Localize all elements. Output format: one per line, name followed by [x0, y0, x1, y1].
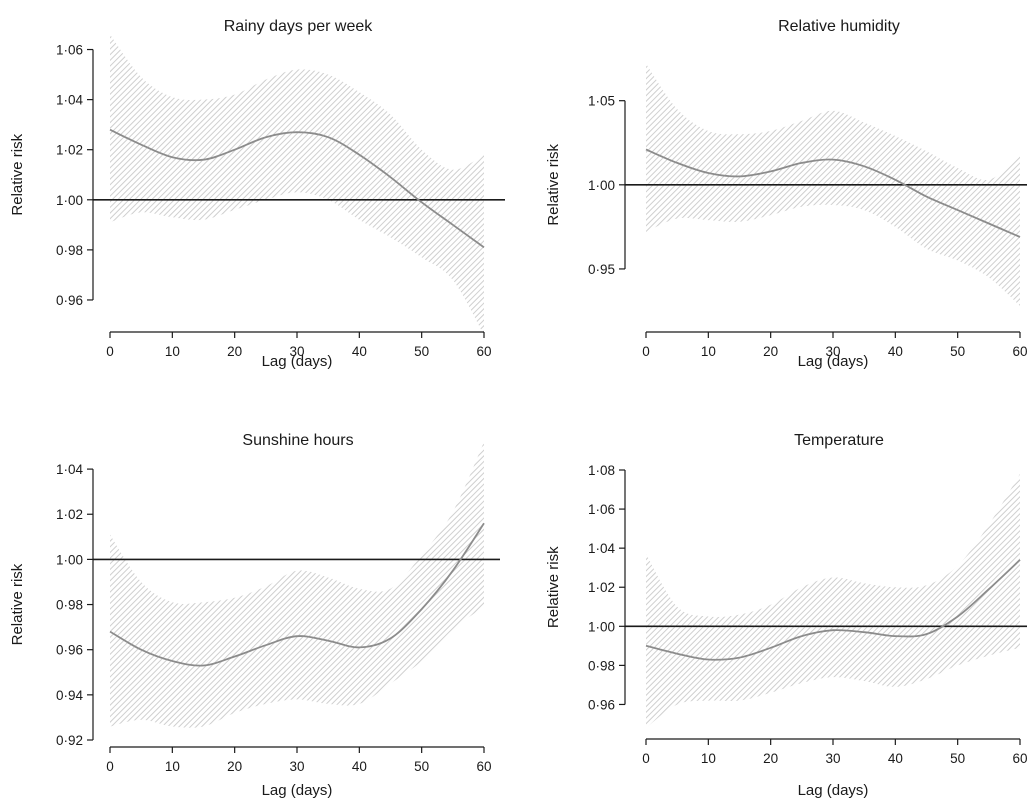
x-tick-label: 30	[825, 751, 840, 766]
x-tick-label: 0	[106, 759, 114, 774]
x-tick-label: 40	[888, 751, 903, 766]
y-tick-label: 1·02	[56, 143, 83, 158]
x-tick-label: 0	[106, 344, 114, 359]
y-tick-label: 0·98	[588, 658, 615, 673]
y-tick-label: 1·04	[56, 462, 84, 477]
x-tick-label: 30	[289, 759, 304, 774]
y-tick-label: 1·04	[56, 93, 84, 108]
x-axis-label: Lag (days)	[798, 782, 869, 799]
y-axis-label: Relative risk	[9, 563, 26, 645]
panel-rainy-days: 0·96 0·98 1·00 1·02 1·04 1·06 0 10 20 30 40 50 60 Rai…	[9, 18, 505, 370]
confidence-band	[110, 442, 484, 728]
x-tick-label: 20	[763, 751, 778, 766]
confidence-band	[646, 473, 1020, 728]
panel-sunshine-hours: 0·92 0·94 0·96 0·98 1·00 1·02 1·04 0 10 20 30 40 50 6…	[9, 432, 500, 799]
relative-risk-curve	[645, 148, 1021, 238]
relative-risk-curve	[645, 559, 1021, 661]
chart-title: Sunshine hours	[242, 432, 353, 449]
x-tick-label: 20	[227, 759, 242, 774]
x-tick-label: 50	[414, 759, 429, 774]
y-tick-label: 1·00	[56, 552, 83, 567]
x-tick-label: 30	[825, 344, 840, 359]
y-tick-label: 0·96	[56, 643, 83, 658]
y-tick-label: 1·00	[588, 619, 615, 634]
x-tick-label: 0	[642, 344, 650, 359]
x-tick-label: 10	[165, 344, 180, 359]
x-tick-label: 50	[950, 344, 965, 359]
y-tick-label: 0·92	[56, 733, 83, 748]
y-tick-label: 0·96	[56, 293, 83, 308]
confidence-band	[110, 34, 484, 335]
x-tick-label: 60	[476, 344, 491, 359]
y-tick-label: 1·00	[56, 193, 83, 208]
x-tick-label: 40	[888, 344, 903, 359]
panel-relative-humidity: 0·95 1·00 1·05 0 10 20 30 40 50 60 Relative humidi…	[545, 18, 1027, 370]
x-tick-label: 50	[950, 751, 965, 766]
y-tick-label: 0·98	[56, 243, 83, 258]
y-axis-label: Relative risk	[545, 143, 562, 225]
x-tick-label: 20	[227, 344, 242, 359]
x-tick-label: 30	[289, 344, 304, 359]
x-tick-label: 60	[1012, 344, 1027, 359]
chart-title: Rainy days per week	[224, 18, 374, 35]
y-tick-label: 1·00	[588, 178, 615, 193]
y-tick-label: 1·02	[588, 580, 615, 595]
x-tick-label: 10	[165, 759, 180, 774]
x-tick-label: 10	[701, 751, 716, 766]
x-tick-label: 10	[701, 344, 716, 359]
y-tick-label: 0·96	[588, 697, 615, 712]
relative-risk-curve	[109, 128, 485, 249]
x-axis-label: Lag (days)	[798, 353, 869, 370]
y-tick-label: 1·08	[588, 463, 615, 478]
y-tick-label: 1·06	[56, 43, 83, 58]
x-tick-label: 40	[352, 344, 367, 359]
y-tick-label: 1·06	[588, 502, 615, 517]
x-tick-label: 60	[476, 759, 491, 774]
relative-risk-curve	[109, 522, 485, 667]
y-tick-label: 0·98	[56, 598, 83, 613]
y-axis-label: Relative risk	[9, 133, 26, 215]
x-tick-label: 50	[414, 344, 429, 359]
y-tick-label: 0·94	[56, 688, 84, 703]
x-tick-label: 60	[1012, 751, 1027, 766]
x-tick-label: 20	[763, 344, 778, 359]
x-axis-label: Lag (days)	[262, 353, 333, 370]
x-tick-label: 40	[352, 759, 367, 774]
x-tick-label: 0	[642, 751, 650, 766]
y-tick-label: 1·02	[56, 507, 83, 522]
panel-temperature: 0·96 0·98 1·00 1·02 1·04 1·06 1·08 0 10 20 30 40 50 6…	[545, 432, 1027, 799]
x-axis-label: Lag (days)	[262, 782, 333, 799]
y-tick-label: 1·04	[588, 541, 616, 556]
chart-title: Temperature	[794, 432, 884, 449]
y-axis-label: Relative risk	[545, 546, 562, 628]
y-tick-label: 0·95	[588, 262, 615, 277]
chart-title: Relative humidity	[778, 18, 900, 35]
y-tick-label: 1·05	[588, 94, 615, 109]
